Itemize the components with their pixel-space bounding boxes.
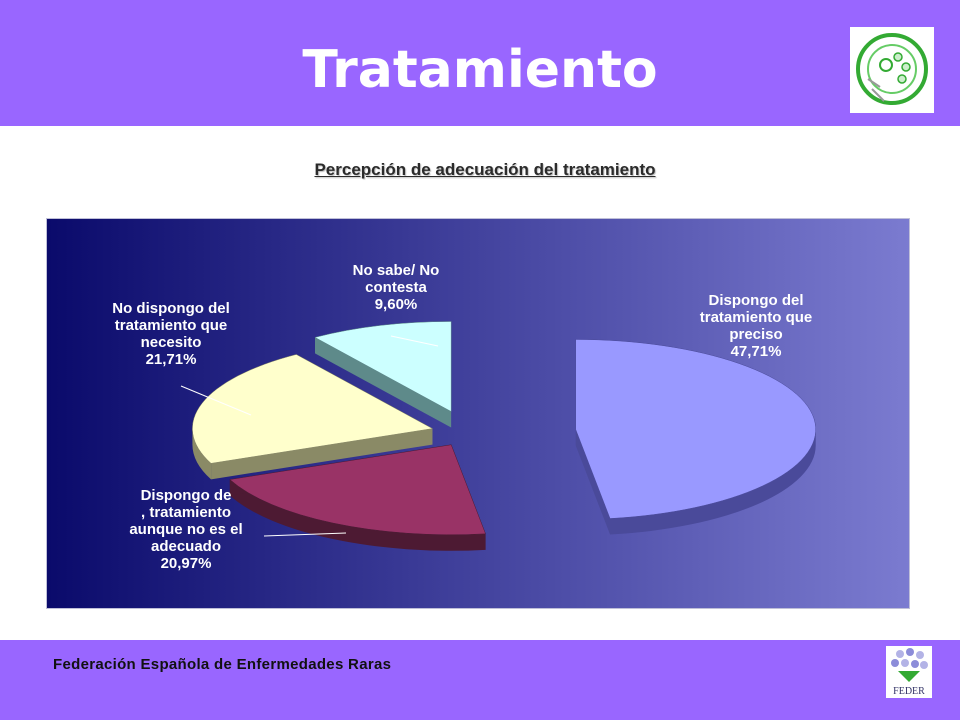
leader-line-ns-nc — [390, 335, 439, 347]
slice-label-no-disponen: No dispongo del tratamiento que necesito 21… — [112, 300, 230, 368]
pie-slice-ns-nc — [314, 321, 452, 428]
pie-slice-no-disponen — [192, 354, 434, 480]
chart-title: Percepción de adecuación del tratamiento — [314, 160, 656, 179]
slice-label-disponen: Dispongo del tratamiento que preciso 47,71% — [700, 292, 813, 360]
pie-slice-inadecuado — [229, 444, 486, 551]
feder-logo-icon: FEDER — [886, 646, 932, 698]
pie-slice-disponen — [575, 339, 816, 535]
pie-chart: Dispongo del tratamiento que preciso 47,71%… — [46, 218, 910, 609]
page-title: Tratamiento — [302, 40, 658, 100]
feder-logo-text: FEDER — [893, 686, 925, 697]
slice-label-inadecuado: Dispongo de, tratamiento aunque no es el a… — [129, 487, 242, 572]
slice-label-ns-nc: No sabe/ No contesta 9,60% — [353, 262, 440, 313]
title-banner — [0, 0, 960, 126]
footer-organization: Federación Española de Enfermedades Rara… — [53, 656, 392, 673]
enfermedades-raras-seal-icon — [850, 27, 934, 113]
leader-line-inadecuado — [263, 532, 347, 537]
footer-banner — [0, 640, 960, 720]
leader-line-no-disponen — [180, 385, 252, 416]
